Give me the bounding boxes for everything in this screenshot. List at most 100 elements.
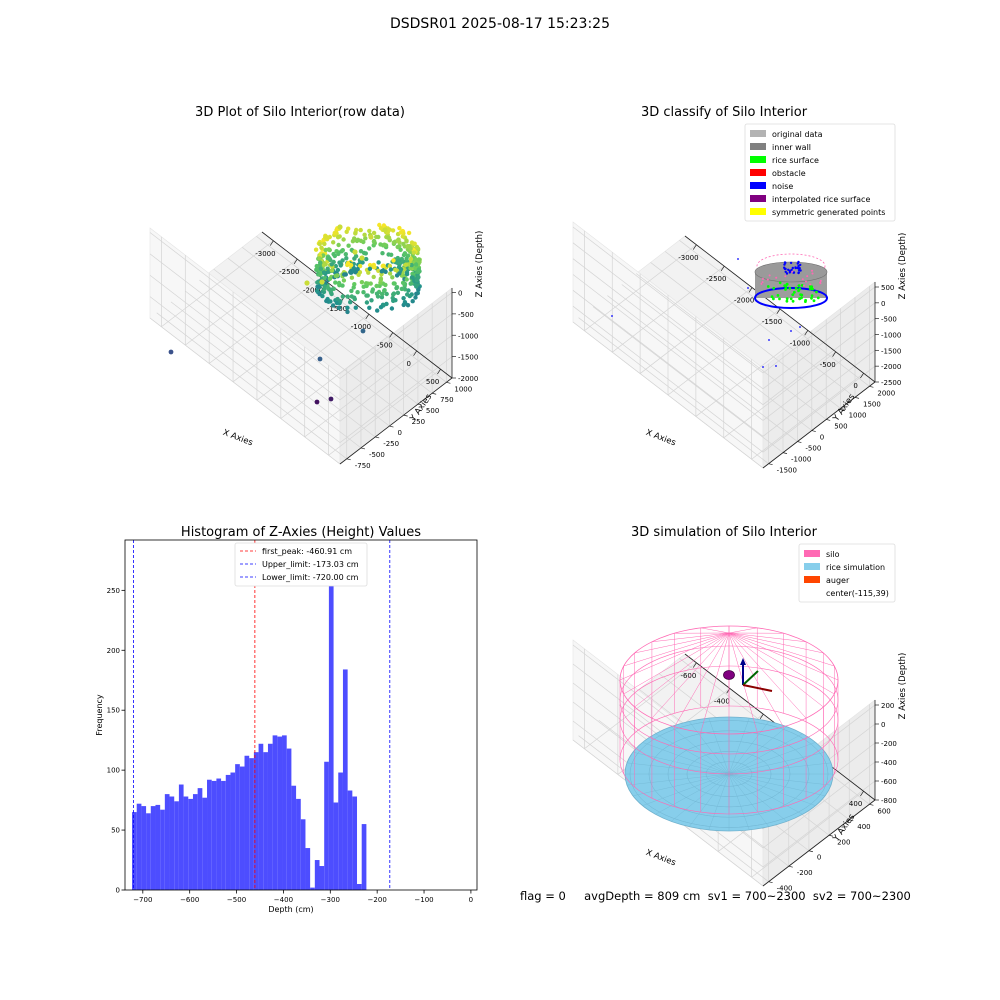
cls-symmetric-point [761, 281, 764, 284]
cls-legend-swatch [750, 130, 766, 137]
cls-y-tick-label: -500 [805, 445, 821, 453]
cls-symmetric-point [811, 269, 813, 272]
raw-data-point [315, 288, 320, 293]
hist-bar [183, 796, 189, 890]
raw-data-point [409, 262, 414, 268]
raw-data-point [364, 256, 369, 262]
raw-grid-x [280, 332, 394, 419]
sim-silo-roof-line [651, 632, 730, 719]
cls-grid-y [650, 262, 841, 409]
raw-data-point [406, 288, 411, 293]
cls-rice-surface-point [810, 296, 813, 300]
cls-x-tick-label: -1000 [790, 339, 810, 347]
raw-data-point [333, 263, 338, 269]
raw-y-tick [417, 403, 423, 406]
hist-bar [136, 803, 142, 890]
raw-data-point [318, 266, 324, 272]
raw-x-tick-label: -3000 [255, 250, 275, 258]
cls-legend-label: noise [772, 182, 793, 191]
raw-grid-x [328, 368, 441, 456]
cls-rice-surface-point [778, 281, 782, 285]
raw-data-point [344, 229, 349, 234]
raw-data-point [381, 223, 387, 228]
raw-data-point [387, 227, 392, 232]
hist-bar [277, 736, 283, 890]
hist-bar [239, 766, 245, 890]
raw-x-tick-label: 500 [426, 378, 439, 386]
cls-grid-z [762, 350, 876, 437]
raw-data-point [368, 281, 373, 286]
cls-noise-point [737, 258, 739, 260]
cls-rice-surface-point [770, 295, 774, 299]
raw-data-point [346, 243, 351, 248]
raw-grid-z [339, 356, 453, 443]
hist-bar [319, 866, 325, 890]
cls-z-tick-label: 500 [881, 284, 894, 292]
sim-grid-z [762, 780, 876, 868]
raw-z-tick-label: -2000 [458, 375, 478, 383]
raw-data-point [383, 269, 388, 274]
sim-silo-roof-line [674, 632, 730, 727]
raw-y-tick-label: 0 [397, 429, 401, 437]
raw-data-point [338, 299, 343, 304]
raw-grid-x [208, 277, 322, 364]
raw-data-point [401, 296, 406, 301]
raw-data-point [408, 256, 414, 262]
hist-bar [197, 788, 203, 890]
raw-data-point [313, 247, 319, 252]
hist-bar [347, 790, 353, 890]
hist-bar [225, 774, 231, 890]
cls-grid-y [621, 284, 813, 431]
raw-data-point [399, 286, 404, 292]
hist-bar [141, 806, 147, 890]
hist-bar [216, 778, 222, 890]
raw-data-point [323, 247, 328, 253]
cls-rice-surface-point [772, 286, 776, 290]
hist-bar [174, 801, 179, 890]
hist-legend-label: Upper_limit: -173.03 cm [262, 560, 359, 569]
cls-y-tick [797, 441, 802, 443]
raw-data-point [410, 299, 415, 304]
raw-grid-z [149, 317, 341, 465]
cls-noise-point [768, 339, 770, 341]
sim-x-tick [726, 688, 731, 694]
raw-grid-z [149, 232, 341, 379]
raw-data-point [340, 283, 345, 288]
hist-y-tick-label: 100 [107, 767, 120, 775]
raw-y-tick-label: -750 [355, 462, 371, 470]
raw-y-tick [403, 414, 408, 417]
raw-grid-x [256, 313, 370, 401]
cls-y-axis-line [762, 381, 876, 469]
sim-y-tick-label: 200 [837, 838, 850, 846]
cls-grid-z [572, 290, 764, 437]
raw-data-point [396, 258, 402, 263]
raw-data-point [404, 271, 410, 277]
cls-rice-surface-point [810, 294, 814, 297]
raw-grid-y [241, 246, 433, 394]
raw-data-point [336, 305, 342, 310]
cls-rice-surface-point [798, 287, 802, 291]
cls-rice-surface-point [800, 293, 804, 297]
cls-noise-point [747, 287, 749, 289]
hist-bar [169, 796, 175, 890]
raw-data-point [382, 242, 387, 247]
raw-data-point [394, 285, 399, 291]
raw-data-point [371, 238, 377, 244]
cls-rice-surface-point [800, 296, 803, 300]
sim-y-tick [849, 819, 854, 822]
raw-data-point [351, 268, 356, 273]
sim-z-tick-label: 200 [881, 702, 894, 710]
hist-bar [263, 752, 268, 890]
cls-rice-surface-point [785, 297, 789, 300]
sim-silo-roof-line [728, 632, 807, 643]
cls-grid-y [578, 317, 769, 464]
hist-bar [267, 743, 273, 890]
cls-rice-surface-point [772, 297, 775, 301]
cls-noise-point [762, 366, 764, 368]
cls-rice-surface-point [789, 297, 793, 301]
raw-data-point [413, 295, 418, 300]
sim-grid-x [584, 662, 697, 750]
sim-silo-roof-line [651, 632, 730, 643]
raw-data-point [396, 237, 401, 242]
cls-rice-surface-point [766, 285, 770, 288]
